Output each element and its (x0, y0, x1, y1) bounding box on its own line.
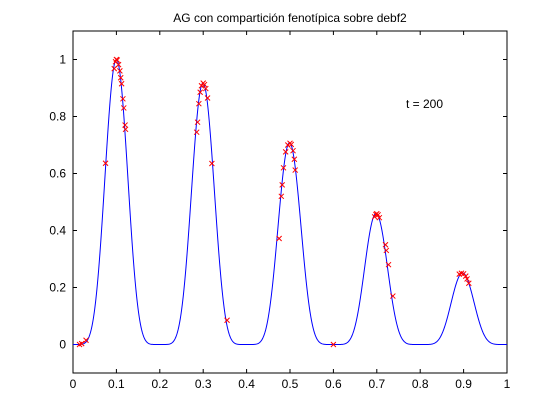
data-point (465, 280, 472, 287)
data-point (382, 241, 389, 248)
y-axis-ticks: 0 0.2 0.4 0.6 0.8 1 (49, 53, 507, 352)
y-tick-label-2: 0.4 (49, 224, 66, 238)
data-point (224, 317, 230, 324)
data-point (291, 156, 298, 163)
data-point (194, 119, 201, 126)
data-point (279, 182, 286, 188)
data-point (280, 164, 287, 171)
data-point (383, 247, 390, 254)
y-tick-label-0: 0 (59, 338, 66, 352)
data-point (115, 61, 122, 68)
data-point (202, 85, 209, 92)
data-point (204, 95, 211, 101)
data-point (209, 160, 215, 167)
data-point (330, 341, 337, 348)
x-tick-label-4: 0.4 (238, 377, 255, 391)
y-tick-label-1: 0.2 (49, 281, 66, 295)
population-points (76, 56, 472, 348)
x-tick-label-10: 1 (504, 377, 511, 391)
data-point (376, 214, 383, 221)
x-tick-label-6: 0.6 (325, 377, 342, 391)
data-point (276, 235, 283, 242)
data-point (117, 68, 123, 74)
x-tick-label-1: 0.1 (108, 377, 125, 391)
data-point (197, 89, 204, 96)
data-point (120, 105, 127, 111)
data-point (83, 337, 89, 344)
data-point (117, 74, 124, 81)
data-point (193, 129, 200, 136)
data-point (114, 57, 121, 63)
data-point (122, 126, 129, 133)
x-tick-label-7: 0.7 (368, 377, 385, 391)
data-point (282, 148, 289, 155)
y-tick-label-3: 0.6 (49, 167, 66, 181)
data-point (375, 211, 381, 218)
data-point (290, 147, 296, 154)
data-point (462, 273, 469, 279)
data-point (390, 293, 396, 299)
plot-frame (72, 30, 508, 374)
x-tick-label-8: 0.8 (412, 377, 429, 391)
x-tick-label-0: 0 (70, 377, 77, 391)
x-axis-ticks: 0 0.1 0.2 0.3 0.4 0.5 0.6 0.7 0.8 0.9 1 (70, 31, 511, 391)
data-point (385, 261, 392, 268)
x-tick-label-2: 0.2 (151, 377, 168, 391)
data-point (118, 80, 125, 87)
plot-area (73, 56, 507, 348)
data-point (198, 82, 205, 89)
data-point (464, 276, 470, 282)
y-tick-label-5: 1 (59, 53, 66, 67)
x-tick-label-9: 0.9 (455, 377, 472, 391)
data-point (201, 81, 208, 88)
data-point (102, 160, 109, 167)
data-point (292, 167, 299, 173)
data-point (278, 193, 285, 200)
x-tick-label-5: 0.5 (282, 377, 299, 391)
data-point (196, 100, 202, 107)
data-point (120, 95, 126, 102)
y-tick-label-4: 0.8 (49, 110, 66, 124)
chart-title: AG con compartición fenotípica sobre deb… (173, 11, 407, 25)
x-tick-label-3: 0.3 (195, 377, 212, 391)
generation-label: t = 200 (406, 97, 443, 111)
data-point (78, 340, 85, 347)
data-point (288, 141, 295, 148)
